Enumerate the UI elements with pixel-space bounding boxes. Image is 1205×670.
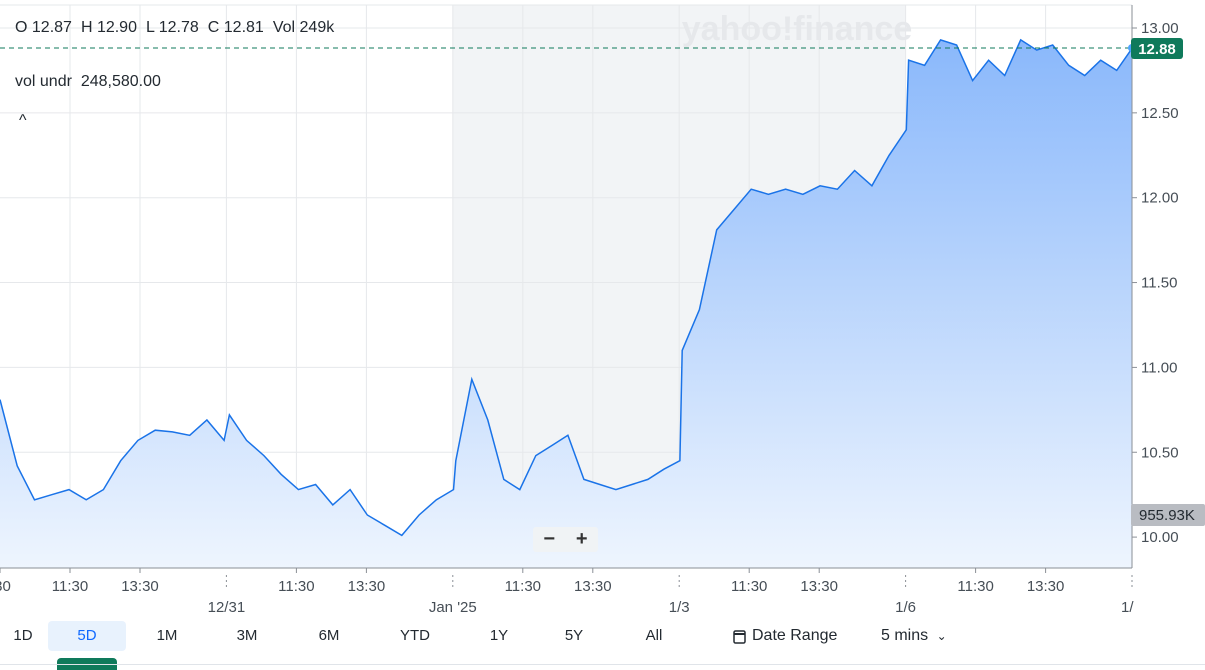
vol-undr-label: vol undr [15,73,72,90]
range-button-6m[interactable]: 6M [318,627,340,644]
low-value: L 12.78 [145,19,199,36]
zoom-in-button[interactable]: + [575,528,588,550]
x-time-label: 13:30 [348,578,386,595]
yahoo-finance-watermark: yahoo!finance [682,10,912,48]
y-tick-label: 12.50 [1141,105,1179,122]
x-date-label: Jan '25 [429,599,477,616]
x-time-label: 11:30 [52,578,88,595]
vol-undr-value: 248,580.00 [80,73,161,90]
ohlc-readout: O 12.87 H 12.90 L 12.78 C 12.81 Vol 249k [15,19,343,37]
zoom-controls: − + [533,527,598,552]
date-range-button[interactable]: Date Range [733,627,837,645]
price-line [0,38,1133,537]
range-button-5d[interactable]: 5D [48,621,126,651]
collapse-caret-icon[interactable]: ^ [19,112,27,129]
calendar-icon [733,629,746,644]
x-time-label: 13:30 [574,578,612,595]
range-button-all[interactable]: All [645,627,663,644]
volume-axis-tag [1131,504,1205,526]
y-tick-label: 11.50 [1141,275,1177,292]
y-tick-label: 10.50 [1141,444,1179,461]
price-area-fill [0,39,1132,568]
volume-axis-label: 955.93K [1139,507,1195,524]
x-time-label: 13:30 [121,578,159,595]
y-tick-label: 13.00 [1141,20,1179,37]
x-time-label: 13:30 [800,578,838,595]
chevron-down-icon: ⌄ [936,629,947,643]
divider [0,664,1205,665]
current-price-label: 12.88 [1138,41,1176,58]
x-time-label: 11:30 [731,578,767,595]
date-range-label: Date Range [752,627,838,644]
x-date-label: 1/3 [669,599,690,616]
y-tick-label: 10.00 [1141,529,1179,546]
interval-label: 5 mins [881,627,929,644]
close-value: C 12.81 [207,19,264,36]
vol-undr-readout: vol undr 248,580.00 [15,73,161,91]
range-button-3m[interactable]: 3M [236,627,258,644]
range-button-1d[interactable]: 1D [13,627,33,644]
x-time-label: 11:30 [278,578,314,595]
zoom-out-button[interactable]: − [543,528,556,550]
x-time-label: 11:30 [957,578,993,595]
range-button-ytd[interactable]: YTD [400,627,430,644]
range-button-1m[interactable]: 1M [156,627,178,644]
current-price-tag [1131,38,1183,59]
x-time-label: :30 [0,578,11,595]
x-time-label: 11:30 [505,578,541,595]
open-value: O 12.87 [15,19,72,36]
y-tick-label: 11.00 [1141,359,1177,376]
range-button-1y[interactable]: 1Y [489,627,509,644]
y-tick-label: 12.00 [1141,190,1179,207]
interval-select[interactable]: 5 mins ⌄ [881,627,947,645]
x-date-label: 1/ [1121,599,1134,616]
x-date-label: 12/31 [208,599,246,616]
high-value: H 12.90 [80,19,137,36]
range-button-5y[interactable]: 5Y [564,627,584,644]
x-time-label: 13:30 [1027,578,1065,595]
volume-value: Vol 249k [272,19,335,36]
x-date-label: 1/6 [895,599,916,616]
